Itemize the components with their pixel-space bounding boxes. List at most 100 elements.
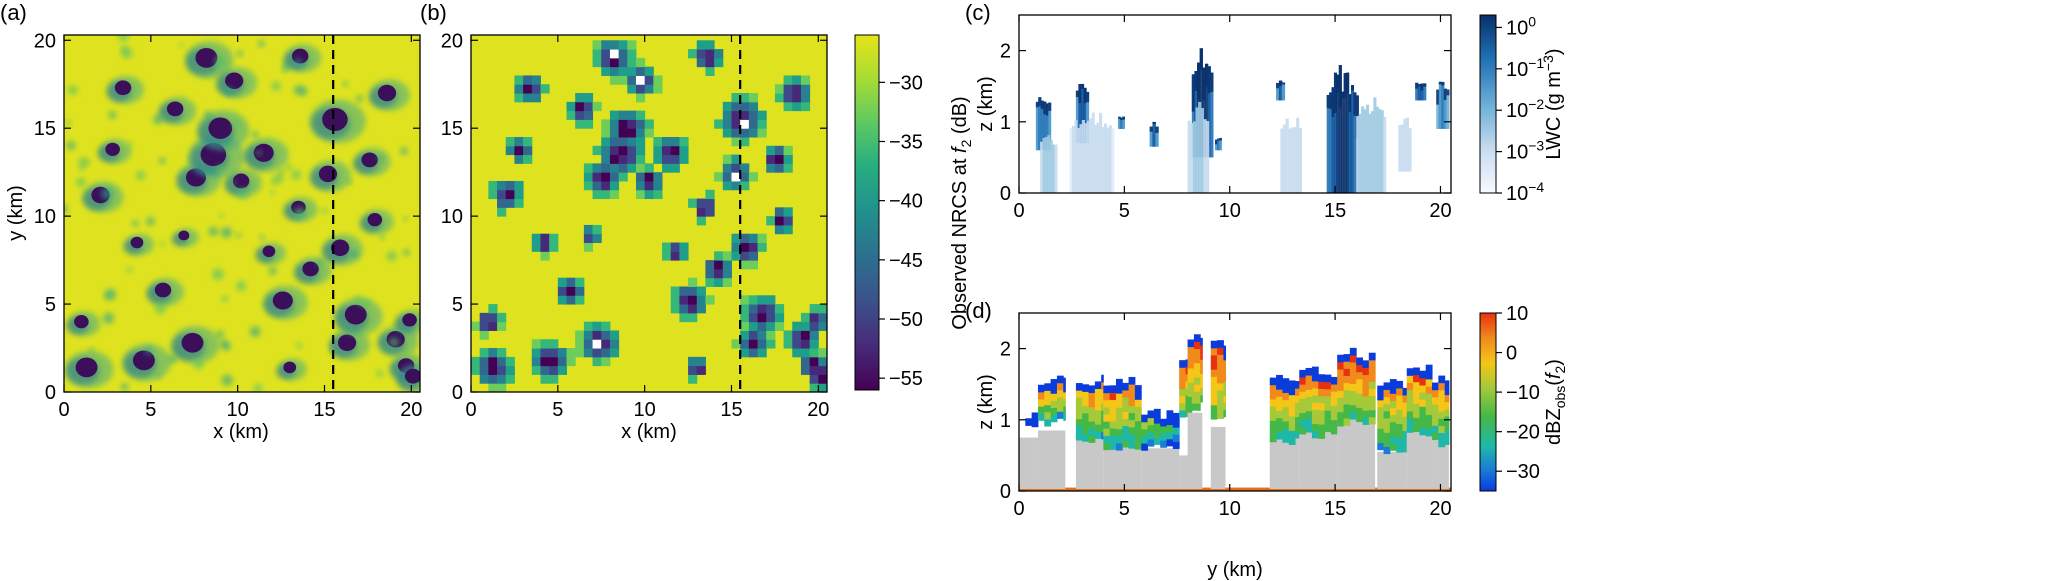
pixel: [471, 356, 481, 367]
colorbar-b-label: Observed NRCS at f2 (dB): [949, 96, 974, 329]
dbz-block: [1438, 411, 1446, 419]
dbz-block: [1276, 403, 1283, 412]
feature-speck: [64, 205, 68, 213]
dbz-block: [1349, 362, 1357, 370]
lwc-strip: [1076, 128, 1081, 193]
dbz-block: [1406, 382, 1414, 391]
lwc-strip: [1086, 91, 1090, 144]
lwc-core: [1210, 72, 1214, 92]
pixel: [783, 339, 793, 349]
panel-label-d: (d): [965, 298, 992, 323]
panel-a: (a) 0 5 10 15 20 0 5 10 15 20 x (km) y (km): [0, 0, 422, 443]
pixel: [705, 66, 715, 76]
lwc-core: [1436, 89, 1440, 105]
dbz-block: [1082, 419, 1090, 428]
pixel: [627, 57, 637, 68]
dbz-block: [1134, 406, 1142, 415]
dbz-block: [1088, 413, 1096, 422]
pixel: [601, 348, 611, 358]
pixel: [471, 365, 481, 375]
pixel: [514, 84, 524, 94]
dbz-block: [1413, 381, 1420, 390]
lwc-strip: [1048, 102, 1052, 151]
dbz-block: [1050, 393, 1058, 401]
dbz-block: [1389, 436, 1397, 444]
pixel: [523, 84, 533, 94]
pixel: [609, 163, 620, 173]
dbz-block: [1109, 406, 1117, 415]
dbz-block: [1082, 398, 1090, 407]
dbz-block: [1419, 370, 1427, 379]
dbz-block: [1305, 417, 1313, 426]
pixel: [731, 154, 741, 164]
lwc-core: [1207, 66, 1211, 94]
dbz-block: [1368, 374, 1376, 382]
dbz-block: [1288, 430, 1296, 438]
a-ytick-label-2: 10: [34, 206, 56, 228]
dbz-block: [1122, 439, 1130, 448]
dbz-block: [1187, 382, 1195, 390]
a-xtick-label-0: 0: [58, 399, 69, 421]
pixel: [679, 286, 689, 296]
dbz-block: [1330, 426, 1338, 435]
pixel: [653, 137, 663, 147]
dbz-block: [1193, 348, 1201, 357]
colorbar-b-gradient: [854, 34, 880, 391]
dbz-block: [1094, 381, 1102, 390]
lwc-strip: [1103, 123, 1108, 193]
pixel: [653, 154, 663, 164]
pixel: [592, 224, 602, 235]
pixel: [722, 163, 732, 173]
pixel: [740, 304, 750, 314]
dbz-block: [1115, 393, 1123, 401]
pixel: [748, 330, 759, 340]
dbz-block: [1044, 383, 1052, 391]
dbz-block: [1377, 435, 1385, 444]
dbz-block: [1299, 377, 1307, 385]
pixel: [618, 128, 628, 138]
pixel: [670, 163, 680, 173]
pixel: [601, 66, 611, 76]
dbz-block: [1337, 376, 1345, 384]
pixel: [583, 330, 594, 340]
dbz-block: [1368, 366, 1376, 375]
pixel: [688, 304, 698, 314]
dbz-block: [1210, 340, 1218, 349]
dbz-block: [1050, 407, 1058, 416]
dbz-block: [1109, 392, 1117, 401]
dbz-block: [1383, 403, 1391, 412]
pixel: [592, 348, 602, 358]
lwc-strip: [1120, 117, 1123, 129]
pixel: [696, 304, 706, 314]
dbz-block: [1276, 374, 1283, 383]
lwc-core: [1420, 83, 1424, 91]
dbz-block: [1330, 412, 1338, 421]
dbz-block: [1223, 388, 1227, 396]
pixel: [514, 75, 524, 85]
feature-speck: [78, 157, 86, 164]
dbz-block: [1088, 435, 1096, 443]
pixel: [800, 75, 811, 85]
pixel: [575, 119, 585, 129]
feature-speck: [101, 187, 113, 200]
below-cloud-fill: [1269, 437, 1300, 489]
dbz-block: [1396, 444, 1404, 453]
cb-d-tick-label-1: 0: [1506, 343, 1517, 365]
lwc-strip: [1204, 63, 1209, 158]
pixel: [748, 321, 759, 331]
dbz-block: [1299, 426, 1307, 435]
lwc-core: [1149, 126, 1154, 132]
pixel: [679, 137, 689, 147]
dbz-block: [1389, 400, 1397, 409]
lwc-strip: [1280, 128, 1284, 193]
pixel: [740, 330, 750, 340]
lwc-strip: [1380, 110, 1384, 193]
pixel: [618, 49, 628, 59]
lwc-core: [1194, 71, 1198, 91]
feature-core: [337, 334, 357, 352]
pixel: [679, 304, 689, 314]
c-ytick-label-2: 2: [1000, 41, 1011, 63]
pixel: [592, 233, 602, 244]
feature-speck: [102, 312, 115, 324]
dbz-block: [1094, 431, 1102, 439]
